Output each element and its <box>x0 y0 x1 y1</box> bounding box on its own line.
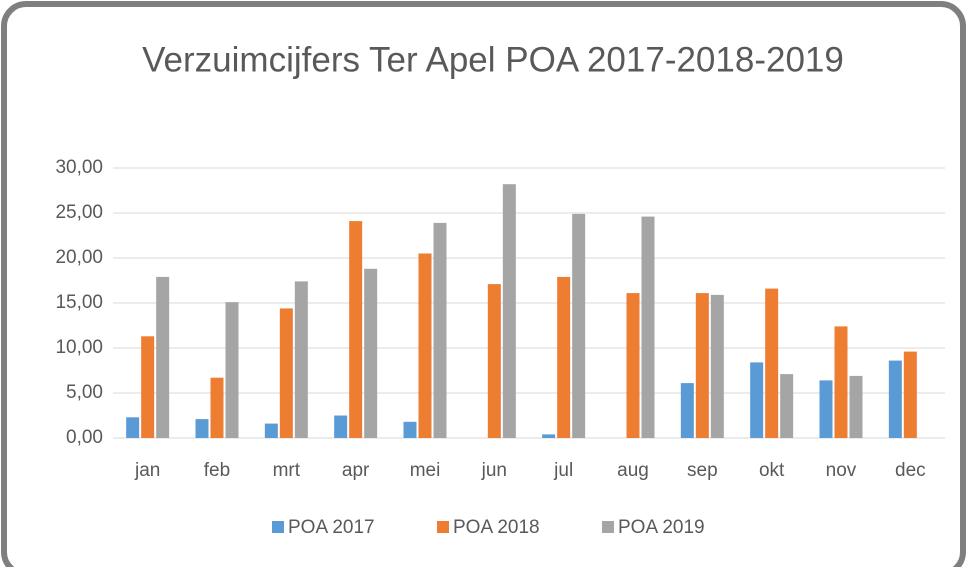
bar <box>487 284 501 438</box>
legend-label: POA 2019 <box>618 517 705 538</box>
bar <box>626 293 640 438</box>
x-tick-label: jul <box>553 460 573 481</box>
x-tick-label: aug <box>617 460 649 481</box>
bar <box>279 308 293 438</box>
x-tick-label: mrt <box>273 460 301 481</box>
bar <box>542 434 556 438</box>
bar <box>819 380 833 438</box>
bar <box>141 336 155 438</box>
x-tick-label: apr <box>342 460 370 481</box>
bar <box>195 419 209 438</box>
bar <box>557 276 571 438</box>
bar <box>572 213 586 438</box>
legend-label: POA 2018 <box>453 517 540 538</box>
x-tick-label: dec <box>895 460 926 481</box>
bar <box>765 288 779 438</box>
bar <box>750 362 764 438</box>
bar <box>403 421 417 438</box>
bar <box>418 253 432 438</box>
legend-swatch <box>272 521 284 533</box>
bar <box>294 281 308 438</box>
legend-swatch <box>437 521 449 533</box>
bar <box>680 383 694 438</box>
bar <box>364 268 378 438</box>
bar <box>903 351 917 438</box>
bar <box>695 293 709 438</box>
bar <box>834 326 848 438</box>
bar <box>780 374 794 438</box>
bar <box>502 184 516 438</box>
y-tick-label: 15,00 <box>55 292 103 313</box>
x-tick-label: okt <box>759 460 785 481</box>
x-tick-label: nov <box>826 460 857 481</box>
bar <box>710 294 724 438</box>
y-tick-label: 20,00 <box>55 247 103 268</box>
bar <box>334 415 348 438</box>
x-tick-label: mei <box>410 460 441 481</box>
y-tick-label: 10,00 <box>55 337 103 358</box>
bar <box>264 423 278 438</box>
bar <box>225 302 239 438</box>
bar <box>641 216 655 438</box>
bar <box>849 375 863 438</box>
y-tick-label: 25,00 <box>55 202 103 223</box>
bar <box>349 221 363 438</box>
bar <box>433 222 447 438</box>
bar <box>210 377 224 438</box>
legend-label: POA 2017 <box>288 517 375 538</box>
bar <box>156 276 170 438</box>
bar <box>888 360 902 438</box>
bar <box>126 417 140 438</box>
legend-swatch <box>602 521 614 533</box>
y-tick-label: 30,00 <box>55 157 103 178</box>
x-tick-label: jan <box>134 460 160 481</box>
y-tick-label: 5,00 <box>66 382 103 403</box>
y-tick-label: 0,00 <box>66 427 103 448</box>
x-tick-label: sep <box>687 460 718 481</box>
chart-title: Verzuimcijfers Ter Apel POA 2017-2018-20… <box>142 40 844 79</box>
x-tick-label: jun <box>481 460 507 481</box>
x-tick-label: feb <box>204 460 230 481</box>
